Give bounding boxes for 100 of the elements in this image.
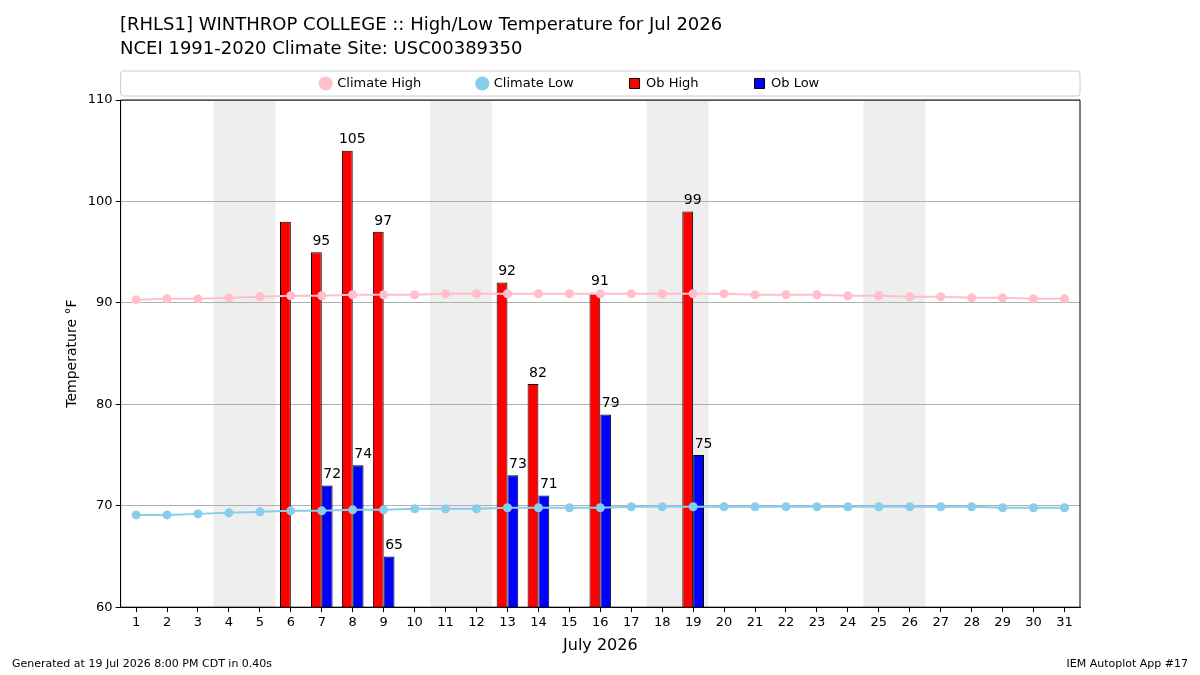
point [379,505,389,515]
data-label: 65 [385,536,403,553]
point [1060,503,1070,513]
point [812,290,822,300]
x-tick-label: 29 [994,614,1011,630]
x-tick-label: 6 [286,614,295,630]
point [502,289,512,299]
x-axis-title: July 2026 [562,634,638,654]
x-tick-label: 13 [499,614,516,630]
y-tick-label: 70 [96,497,113,513]
x-tick-label: 14 [530,614,547,630]
point [131,295,141,305]
x-tick-label: 4 [224,614,234,630]
point [967,502,977,512]
y-tick-label: 100 [87,192,113,208]
point [564,289,574,299]
point [626,289,636,299]
chart-subtitle: NCEI 1991-2020 Climate Site: USC00389350 [120,36,523,60]
y-tick-label: 90 [96,294,113,310]
x-tick-label: 10 [406,614,423,630]
point [131,510,141,520]
x-tick-label: 26 [901,614,919,630]
point [348,290,358,300]
text: Generated at 19 Jul 2026 8:00 PM CDT in 0.40s [12,657,273,670]
point [502,503,512,513]
point [255,292,265,302]
legend-label: Ob High [646,74,699,90]
point [843,502,853,512]
point [936,502,946,512]
point [255,507,265,517]
point [224,508,234,518]
point [348,505,358,515]
point [936,292,946,302]
point [657,289,667,299]
point [193,294,203,304]
x-tick-label: 19 [684,614,702,630]
x-tick-label: 7 [317,614,326,630]
legend-label: Ob Low [771,74,820,90]
x-tick-label: 22 [777,614,795,630]
point [812,502,822,512]
point [1060,294,1070,304]
data-label: 99 [683,191,702,208]
x-tick-label: 18 [653,614,671,630]
point [317,506,327,516]
point [162,510,172,520]
x-tick-label: 5 [255,614,265,630]
point [719,502,729,512]
data-label: 97 [374,211,393,228]
point [719,289,729,299]
point [781,502,791,512]
point [657,502,667,512]
point [874,291,884,301]
data-label: 79 [601,394,620,411]
x-tick-label: 27 [932,614,950,630]
point [595,289,605,299]
point [626,502,636,512]
point [905,502,915,512]
point [286,506,296,516]
point [688,289,698,299]
point [533,503,543,513]
x-tick-label: 9 [379,614,388,630]
x-tick-label: 15 [561,614,578,630]
point [750,502,760,512]
x-tick-label: 8 [348,614,357,630]
data-label: 71 [539,475,558,492]
data-label: 95 [312,231,331,248]
x-tick-label: 23 [808,614,826,630]
x-tick-label: 11 [437,614,454,630]
point [750,290,760,300]
point [967,293,977,303]
y-tick-label: 60 [96,598,113,614]
x-tick-label: 12 [468,614,485,630]
point [410,504,420,514]
legend-label: Climate Low [493,74,574,90]
point [1029,294,1039,304]
x-tick-label: 3 [193,614,203,630]
point [533,289,543,299]
point [874,502,884,512]
point [781,290,791,300]
point [286,291,296,301]
point [379,290,389,300]
point [441,504,451,514]
point [224,293,234,303]
legend-label: Climate High [337,74,422,90]
data-label: 91 [590,272,609,289]
data-label: 73 [508,454,527,471]
point [472,504,482,514]
point [317,291,327,301]
x-tick-label: 20 [715,614,733,630]
x-tick-label: 31 [1056,614,1073,630]
data-label: 92 [498,262,516,279]
point [905,292,915,302]
point [564,503,574,513]
x-tick-label: 17 [622,614,640,630]
x-tick-label: 24 [839,614,857,630]
data-label: 75 [694,434,713,451]
point [472,289,482,299]
text: IEM Autoplot App #17 [1066,657,1188,670]
x-tick-label: 28 [963,614,980,630]
point [1029,503,1039,513]
